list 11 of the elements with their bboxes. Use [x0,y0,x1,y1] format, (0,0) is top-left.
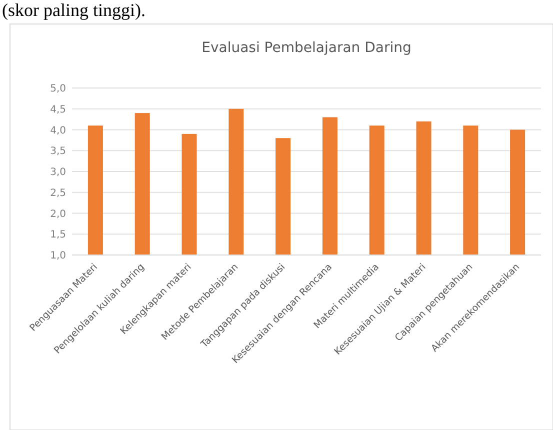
y-tick-label: 1,0 [50,250,66,262]
y-tick-label: 2,0 [50,208,66,220]
y-tick-label: 4,0 [50,125,66,136]
y-tick-label: 5,0 [50,84,66,94]
y-tick-label: 3,0 [50,167,66,178]
chart-title: Evaluasi Pembelajaran Daring [202,40,412,56]
y-tick-label: 4,5 [50,104,66,116]
y-tick-label: 3,5 [50,146,66,158]
text: (skor paling tinggi). [2,0,146,20]
y-tick-label: 1,5 [50,230,66,241]
y-tick-label: 2,5 [50,188,66,199]
